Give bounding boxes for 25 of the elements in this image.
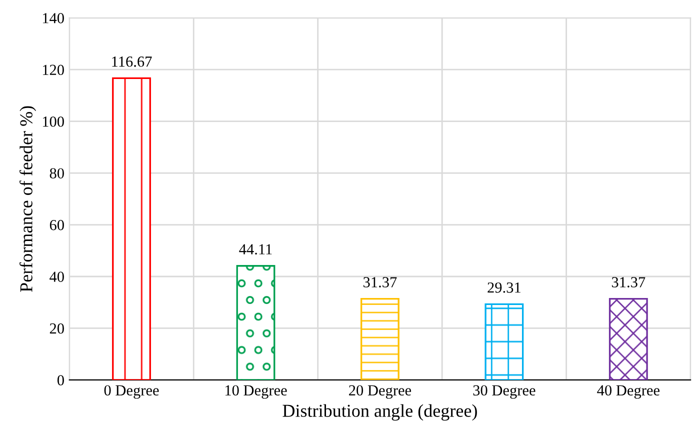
bar xyxy=(112,77,151,380)
bar xyxy=(608,298,648,380)
data-label: 116.67 xyxy=(112,56,152,67)
x-axis-title: Distribution angle (degree) xyxy=(282,404,477,421)
y-tick-label: 100 xyxy=(42,116,64,127)
y-tick-label: 60 xyxy=(50,220,64,230)
y-tick-label: 20 xyxy=(50,323,64,334)
bar xyxy=(236,265,276,380)
x-tick-label: 30 Degree xyxy=(473,385,536,399)
y-tick-label: 80 xyxy=(50,168,64,179)
y-tick-label: 0 xyxy=(57,375,64,386)
y-tick-label: 140 xyxy=(42,13,64,24)
data-label: 31.37 xyxy=(612,277,646,288)
y-axis-title: Performance of feeder %) xyxy=(20,106,36,292)
bar xyxy=(484,303,524,380)
data-label: 44.11 xyxy=(239,244,272,254)
x-tick-label: 20 Degree xyxy=(349,385,412,399)
x-tick-label: 10 Degree xyxy=(225,385,287,399)
y-tick-label: 40 xyxy=(50,272,64,282)
data-label: 29.31 xyxy=(488,282,520,293)
y-tick-label: 120 xyxy=(42,64,64,76)
data-label: 31.37 xyxy=(364,277,397,288)
x-tick-label: 0 Degree xyxy=(104,385,159,399)
bar xyxy=(360,298,400,380)
x-tick-label: 40 Degree xyxy=(597,385,660,399)
